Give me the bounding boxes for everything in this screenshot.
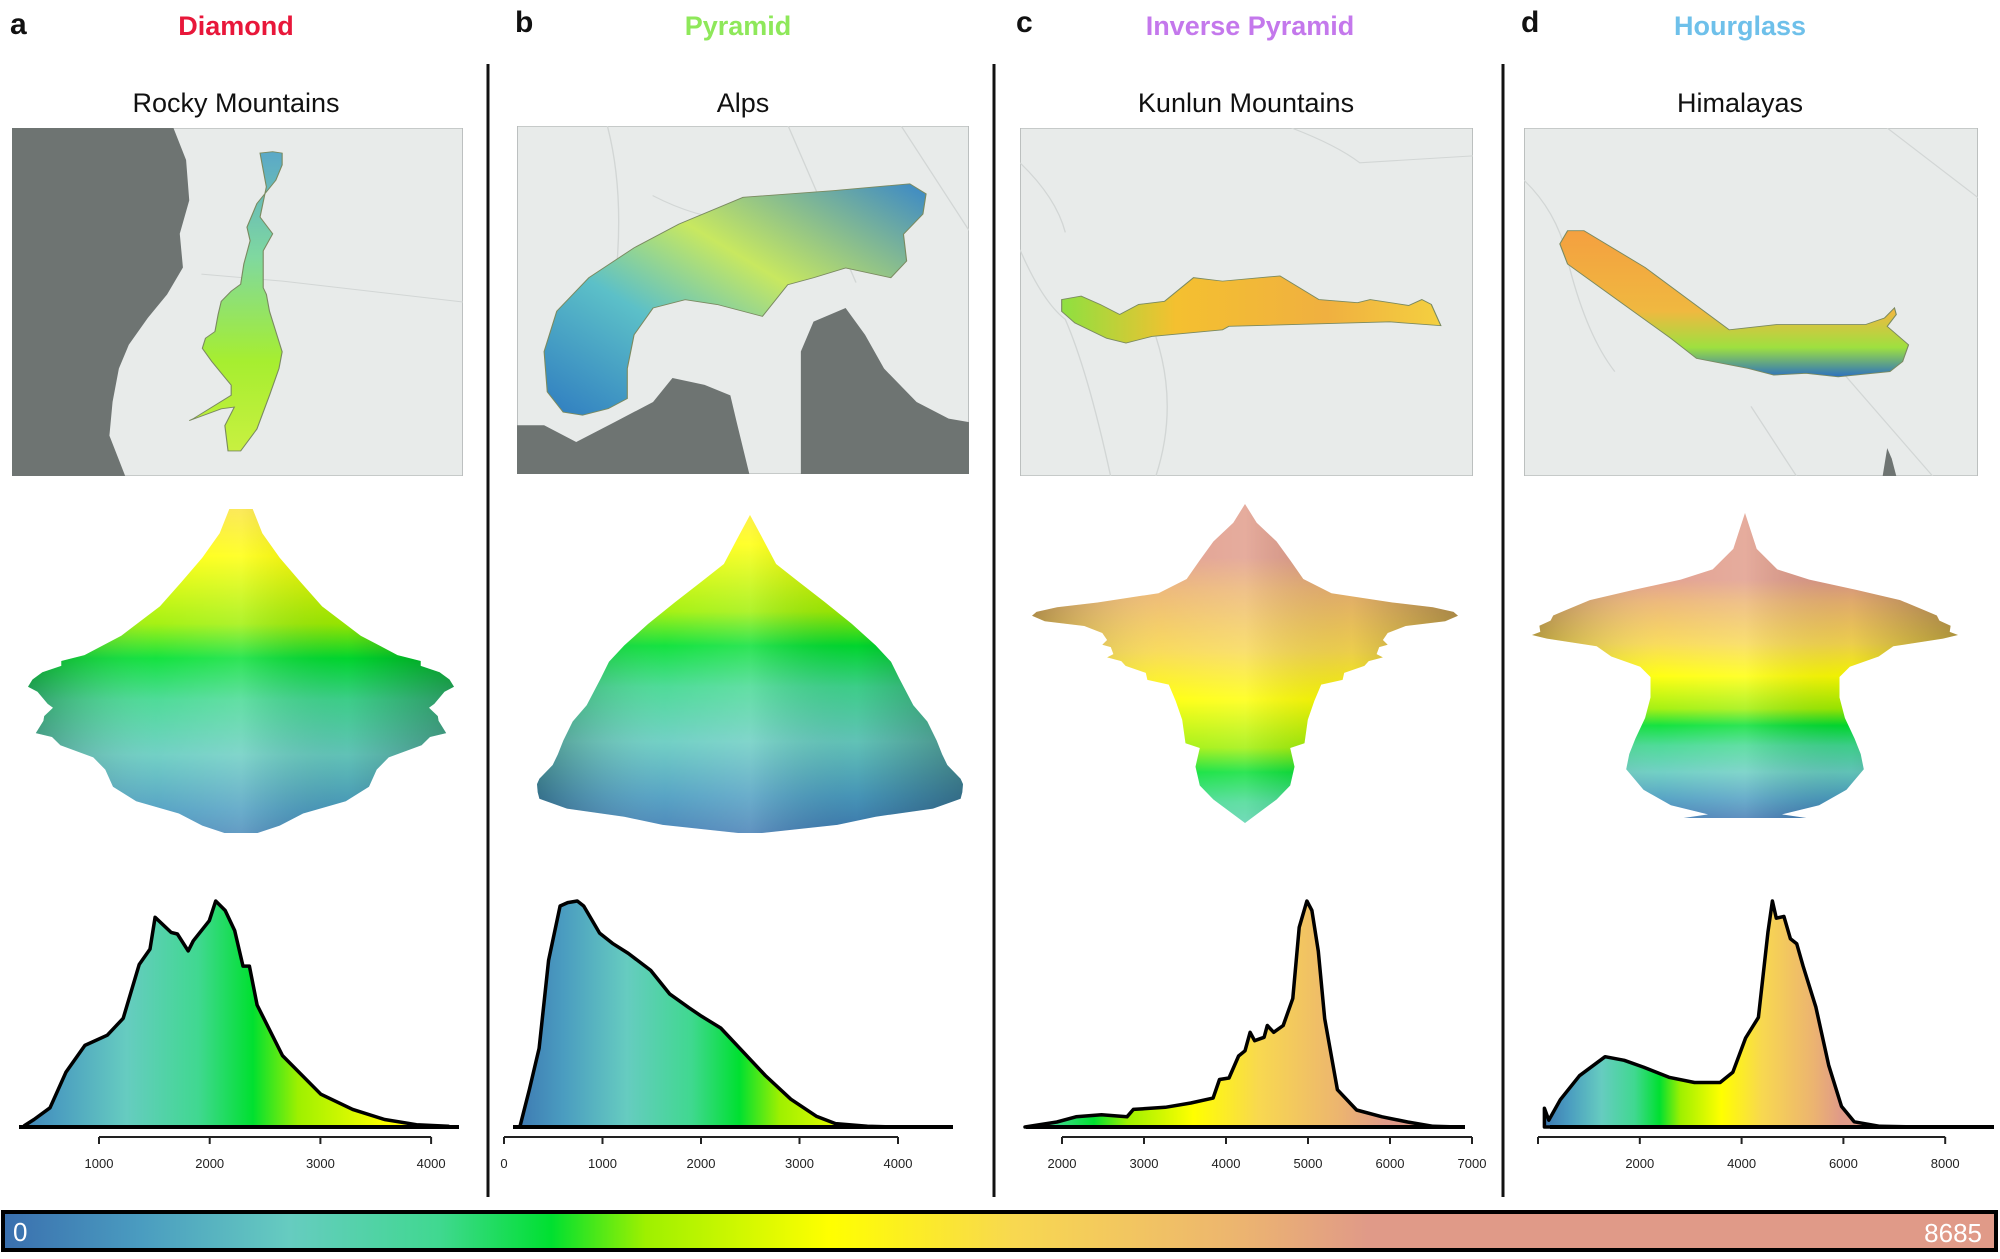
hypsometric-shape-b [537, 515, 963, 833]
x-tick-label: 2000 [687, 1156, 716, 1171]
country-border [1020, 249, 1112, 476]
x-tick-label: 4000 [1727, 1156, 1756, 1171]
x-tick-label: 6000 [1376, 1156, 1405, 1171]
map-background [1524, 128, 1978, 476]
hypsometric-shapes [28, 504, 1958, 833]
land-mass [800, 308, 969, 474]
density-chart-d: 2000 4000 6000 8000 [1537, 899, 1994, 1171]
shape-shading [28, 509, 454, 833]
panel-letter-c: c [1016, 6, 1033, 39]
country-border [1020, 162, 1066, 233]
map-c [1020, 128, 1473, 476]
country-border [1841, 371, 1934, 476]
country-border [1291, 128, 1473, 164]
shape-shading [537, 515, 963, 833]
x-tick-label: 3000 [306, 1156, 335, 1171]
land-mass [12, 128, 190, 476]
country-border [1524, 179, 1616, 372]
x-tick-label: 4000 [1212, 1156, 1241, 1171]
panel-c-header: c Inverse Pyramid Kunlun Mountains [1016, 6, 1354, 118]
panel-letter-a: a [10, 8, 27, 41]
x-tick-label: 2000 [195, 1156, 224, 1171]
x-tick-label: 5000 [1294, 1156, 1323, 1171]
country-border [201, 273, 463, 303]
colorbar-min-label: 0 [13, 1217, 27, 1247]
density-area [1542, 899, 1927, 1129]
region-name-alps: Alps [717, 88, 770, 118]
shape-shading [1532, 513, 1958, 818]
density-chart-c: 2000 3000 4000 5000 6000 7000 [1023, 899, 1487, 1171]
density-charts: 1000 2000 3000 4000 0 1000 2000 3000 4000 2000 300… [19, 899, 1994, 1171]
mountain-region-d [1559, 230, 1910, 378]
panel-a-header: a Diamond Rocky Mountains [10, 8, 340, 118]
region-name-kunlun: Kunlun Mountains [1138, 88, 1354, 118]
colorbar: 0 8685 [1, 1210, 1998, 1252]
x-tick-label: 4000 [884, 1156, 913, 1171]
x-tick-label: 7000 [1458, 1156, 1487, 1171]
shape-title-diamond: Diamond [178, 11, 294, 41]
x-tick-label: 3000 [785, 1156, 814, 1171]
land-mass [1882, 448, 1897, 476]
maps [12, 126, 1978, 476]
x-tick-label: 4000 [417, 1156, 446, 1171]
country-border [1155, 336, 1168, 476]
country-border [1886, 128, 1978, 198]
panel-letter-b: b [515, 6, 533, 39]
panel-letter-d: d [1521, 6, 1539, 39]
mountain-region-b [543, 183, 927, 416]
x-tick-label: 1000 [588, 1156, 617, 1171]
density-chart-b: 0 1000 2000 3000 4000 [500, 899, 953, 1171]
map-a [12, 128, 463, 476]
hypsometric-shape-a [28, 509, 454, 833]
x-tick-label: 1000 [85, 1156, 114, 1171]
hypsometric-shape-c [1032, 504, 1458, 823]
region-name-rocky: Rocky Mountains [132, 88, 339, 118]
hypsometric-shape-d [1532, 513, 1958, 818]
density-chart-a: 1000 2000 3000 4000 [19, 899, 459, 1171]
density-area [1023, 899, 1461, 1129]
colorbar-gradient [1, 1210, 1998, 1252]
density-area [22, 899, 451, 1129]
colorbar-max-label: 8685 [1924, 1218, 1982, 1248]
country-border [900, 126, 969, 231]
x-tick-label: 2000 [1625, 1156, 1654, 1171]
panel-d-header: d Hourglass Himalayas [1521, 6, 1806, 118]
density-area [518, 899, 895, 1129]
region-name-himalayas: Himalayas [1677, 88, 1803, 118]
shape-title-inverse-pyramid: Inverse Pyramid [1146, 11, 1355, 41]
x-tick-label: 8000 [1931, 1156, 1960, 1171]
shape-title-pyramid: Pyramid [685, 11, 792, 41]
x-tick-label: 2000 [1048, 1156, 1077, 1171]
map-b [517, 126, 969, 474]
shape-shading [1032, 504, 1458, 823]
mountain-region-c [1061, 275, 1442, 344]
shape-title-hourglass: Hourglass [1674, 11, 1806, 41]
x-tick-label: 0 [500, 1156, 507, 1171]
x-tick-label: 3000 [1130, 1156, 1159, 1171]
land-mass [517, 377, 750, 474]
panel-b-header: b Pyramid Alps [515, 6, 791, 118]
map-d [1524, 128, 1978, 476]
mountain-region-a [188, 151, 283, 452]
x-tick-label: 6000 [1829, 1156, 1858, 1171]
country-border [1750, 406, 1798, 476]
